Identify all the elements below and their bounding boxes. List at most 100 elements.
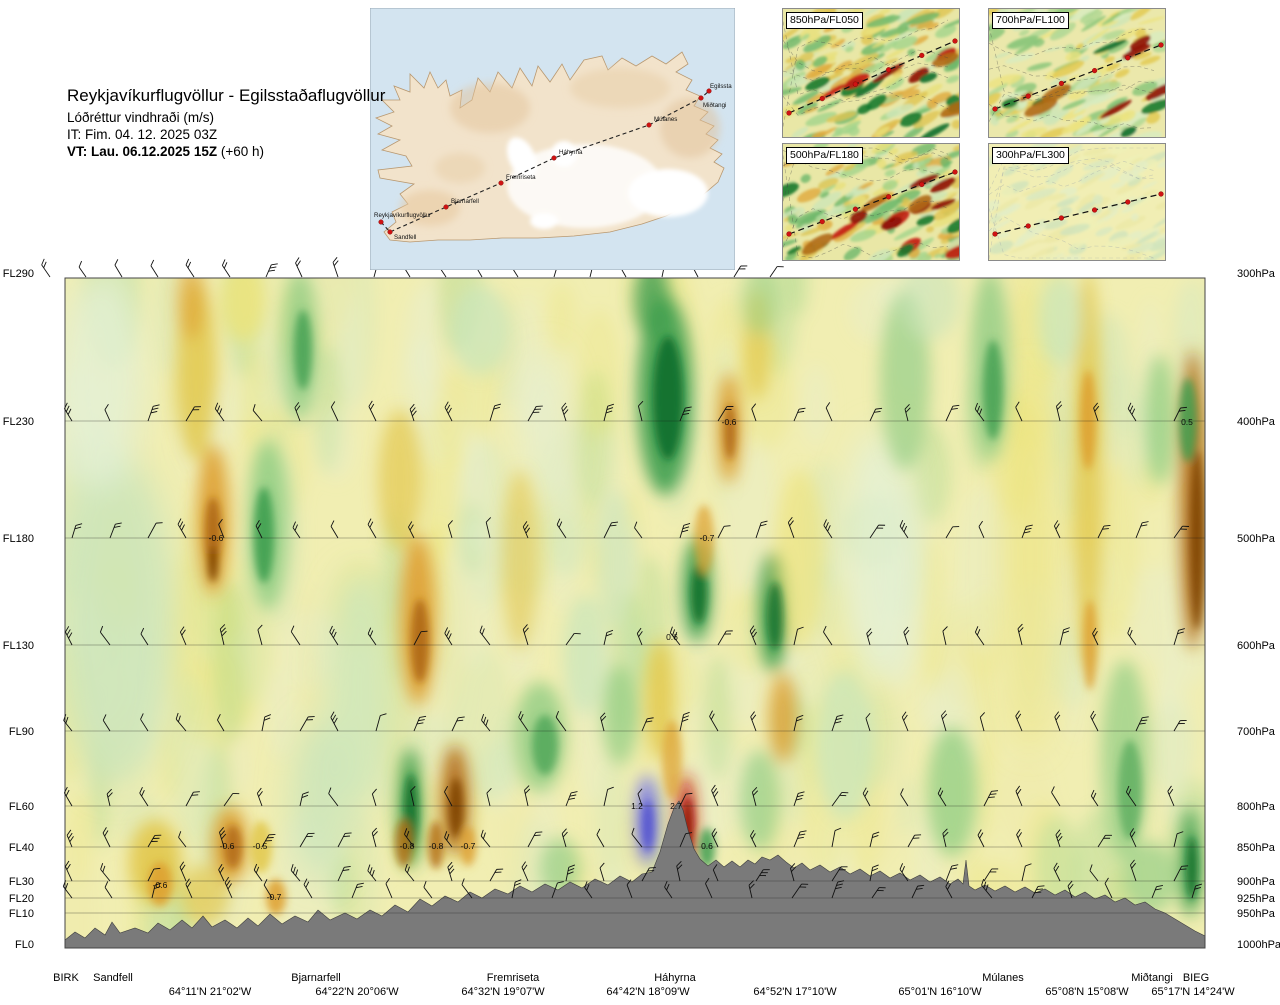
iceland-map: Reykjavíkurflugvöllur Sandfell Bjarnarfell… — [370, 8, 735, 270]
line — [952, 404, 960, 407]
line — [985, 884, 989, 891]
line — [866, 628, 872, 634]
field-feature — [563, 595, 607, 715]
noise-blob — [1020, 127, 1048, 137]
line — [1191, 885, 1197, 899]
line — [713, 831, 718, 838]
panel-level-label: 700hPa/FL100 — [992, 12, 1069, 29]
wind-barb — [941, 710, 948, 732]
line — [404, 869, 415, 882]
line — [214, 402, 219, 409]
wind-barb — [253, 863, 263, 882]
wind-barb — [626, 879, 633, 899]
line — [461, 878, 465, 885]
dark-streak — [849, 210, 868, 224]
wind-barb — [831, 827, 842, 848]
pressure-level-label: 900hPa — [1237, 876, 1276, 888]
line — [862, 787, 867, 794]
line — [791, 866, 797, 872]
line — [226, 880, 231, 887]
field-feature — [699, 828, 715, 868]
line — [941, 715, 947, 732]
noise-blob — [1143, 190, 1159, 198]
line — [367, 518, 372, 525]
line — [568, 797, 576, 800]
wind-barb — [102, 827, 111, 848]
line — [751, 791, 757, 807]
line — [1173, 630, 1179, 646]
line — [371, 827, 377, 834]
wind-barb — [337, 832, 352, 848]
field-feature — [983, 340, 1003, 440]
line — [66, 835, 73, 848]
line — [841, 866, 848, 868]
line — [1130, 864, 1137, 882]
line — [255, 525, 263, 539]
noise-blob — [1130, 213, 1139, 221]
line — [904, 408, 909, 422]
line — [408, 526, 415, 539]
line — [679, 714, 684, 732]
wind-barb — [755, 869, 770, 882]
line — [609, 524, 617, 527]
line — [1104, 883, 1113, 899]
field-feature — [900, 278, 960, 340]
noise-blob — [861, 33, 874, 46]
noise-blob — [804, 107, 818, 113]
station-label: Bjarnarfell — [291, 972, 341, 984]
station-label: BIEG — [1183, 972, 1209, 984]
noise-blob — [1052, 60, 1085, 78]
dark-streak — [843, 72, 870, 90]
noise-blob — [932, 211, 959, 228]
line — [68, 832, 73, 839]
line — [1173, 866, 1183, 882]
line — [574, 632, 581, 635]
line — [255, 866, 260, 874]
line — [479, 631, 491, 646]
field-feature — [1145, 355, 1175, 485]
line — [493, 406, 501, 410]
line — [726, 630, 733, 632]
noise-blob — [1005, 129, 1019, 137]
line — [836, 714, 844, 717]
wind-barb — [561, 402, 569, 422]
noise-blob — [783, 209, 799, 220]
noise-blob — [796, 102, 818, 115]
flight-level-label: FL10 — [9, 908, 34, 920]
waypoint-label: Sandfell — [394, 234, 416, 241]
line — [406, 830, 410, 838]
line — [796, 714, 804, 718]
wind-barb — [945, 880, 953, 899]
line — [329, 625, 333, 633]
line — [521, 866, 529, 882]
panel-route-dot — [819, 95, 825, 102]
line — [717, 406, 728, 422]
wind-barb — [104, 881, 113, 899]
dark-streak — [896, 243, 915, 258]
wind-barb — [831, 880, 845, 899]
noise-blob — [839, 160, 870, 178]
noise-blob — [896, 189, 921, 203]
wind-barb — [555, 710, 567, 732]
wind-barb — [556, 518, 567, 539]
field-feature — [691, 564, 707, 624]
wind-barb — [603, 629, 614, 646]
noise-blob — [1137, 16, 1165, 25]
line — [1129, 833, 1137, 848]
line — [418, 719, 425, 722]
line — [104, 409, 111, 422]
line — [864, 790, 869, 797]
line — [67, 408, 72, 415]
line — [218, 408, 223, 415]
line — [872, 864, 879, 868]
line — [603, 406, 609, 422]
line — [1142, 521, 1149, 524]
wind-barb — [869, 524, 886, 539]
line — [413, 717, 421, 732]
line — [710, 713, 715, 720]
noise-blob — [812, 56, 828, 67]
wind-barb — [1173, 719, 1187, 732]
noise-blob — [811, 130, 827, 137]
line — [835, 886, 842, 890]
noise-blob — [896, 9, 923, 23]
